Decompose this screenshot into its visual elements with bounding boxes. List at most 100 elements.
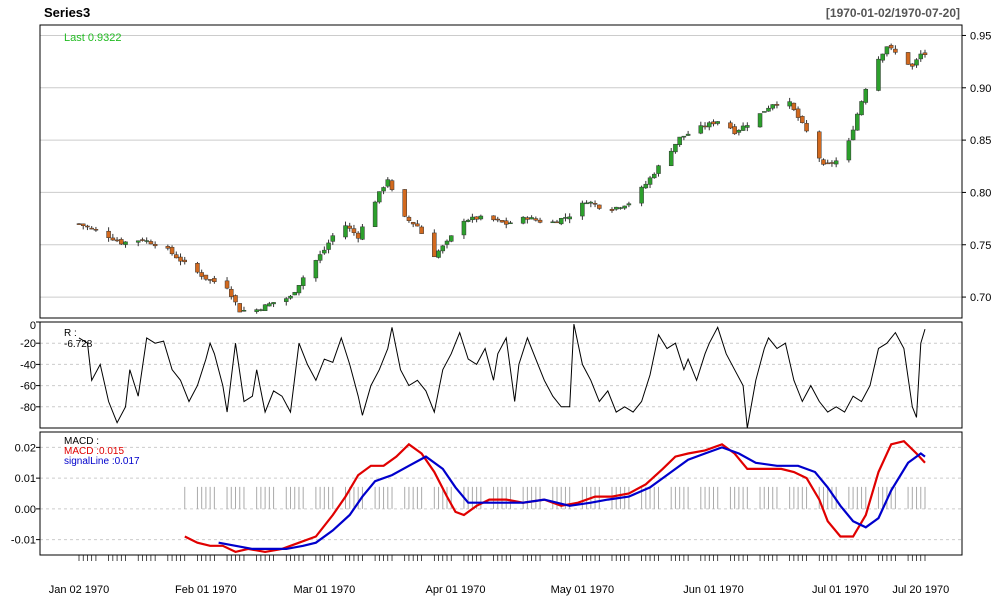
last-price-label: Last 0.9322 [64, 32, 122, 44]
candle-body [343, 225, 348, 238]
candle-body [922, 52, 928, 55]
candle-body [229, 289, 234, 297]
candle-body [499, 220, 505, 223]
candle-body [728, 122, 733, 129]
candle-body [389, 180, 395, 190]
panel-frame [39, 24, 963, 319]
candle-body [300, 277, 306, 286]
candle-body [241, 310, 247, 312]
candle-body [525, 217, 530, 220]
candle-body [613, 206, 619, 210]
candle-body [178, 256, 183, 262]
candle-body [647, 177, 653, 185]
x-axis-label: Jun 01 1970 [683, 584, 744, 596]
candle-body [800, 116, 805, 123]
x-axis-label: Mar 01 1970 [293, 584, 355, 596]
candle-body [313, 260, 319, 279]
candle-body [385, 179, 391, 187]
candle-body [114, 239, 120, 242]
candle-body [626, 203, 632, 206]
candle-body [415, 223, 420, 227]
candle-body [262, 304, 268, 312]
x-axis: Jan 02 1970 Feb 01 1970 Mar 01 1970 Apr 01 … [49, 555, 949, 596]
candle-body [347, 225, 352, 229]
candle-body [520, 216, 526, 224]
candle-body [588, 201, 594, 204]
candle-body [888, 44, 894, 49]
candle-body [707, 122, 712, 128]
candle-body [144, 240, 149, 242]
wpr-axis-label: -40 [20, 359, 36, 371]
candle-body [884, 46, 890, 55]
candle-body [787, 101, 792, 107]
candle-body [677, 136, 682, 146]
candle-body [491, 215, 496, 221]
candle-body [584, 202, 589, 205]
candle-body [533, 218, 539, 221]
price-axis-label: 0.75 [970, 240, 991, 252]
candle-body [537, 219, 543, 223]
price-axis-label: 0.80 [970, 187, 991, 199]
candle-body [195, 263, 200, 273]
candle-body [123, 241, 128, 245]
candle-body [668, 150, 674, 167]
candle-body [622, 205, 627, 209]
macd-axis-label: -0.01 [11, 535, 36, 547]
candle-body [402, 189, 407, 217]
candle-body [508, 222, 513, 225]
candle-body [461, 220, 467, 236]
price-axis-label: 0.95 [970, 30, 991, 42]
candle-body [330, 235, 336, 242]
candle-body [918, 53, 924, 60]
candle-body [829, 162, 835, 164]
candle-body [267, 303, 272, 307]
candle-body [715, 121, 720, 124]
candle-body [685, 133, 691, 136]
candle-body [618, 207, 623, 209]
panel-frame [39, 431, 963, 556]
candle-body [410, 221, 416, 225]
candle-body [529, 217, 534, 220]
candle-body [774, 104, 780, 106]
candle-body [322, 249, 327, 254]
candle-body [656, 165, 661, 174]
candle-body [791, 102, 797, 110]
candle-body [580, 202, 585, 217]
candle-body [419, 226, 424, 234]
candle-body [673, 143, 678, 153]
candle-body [465, 219, 471, 222]
panel-frame [39, 321, 963, 429]
candle-body [711, 121, 716, 125]
candle-body [833, 160, 839, 165]
date-range: [1970-01-02/1970-07-20] [826, 6, 960, 20]
candle-body [326, 242, 331, 250]
candle-body [846, 140, 852, 161]
williams-r-line [78, 323, 926, 429]
candle-body [736, 129, 742, 133]
candle-body [757, 113, 763, 128]
candle-body [436, 250, 441, 258]
candle-body [597, 204, 602, 209]
chart-title: Series3 [44, 5, 90, 20]
candle-body [821, 159, 826, 165]
wpr-axis-label: -60 [20, 381, 36, 393]
candle-body [80, 223, 86, 226]
candle-body [563, 217, 568, 219]
candle-body [224, 280, 230, 289]
candle-body [745, 125, 750, 128]
candle-body [119, 239, 124, 245]
x-axis-label: Jul 01 1970 [812, 584, 869, 596]
candle-body [910, 63, 915, 67]
candle-body [732, 126, 737, 135]
candle-body [762, 111, 767, 113]
candle-body [317, 254, 323, 261]
candle-body [681, 135, 687, 138]
candle-body [381, 187, 386, 192]
macd-axis-label: 0.00 [15, 504, 36, 516]
candle-body [89, 227, 94, 230]
candle-body [355, 232, 361, 239]
candle-body [165, 246, 171, 249]
candle-body [284, 298, 289, 302]
candle-body [770, 104, 775, 109]
